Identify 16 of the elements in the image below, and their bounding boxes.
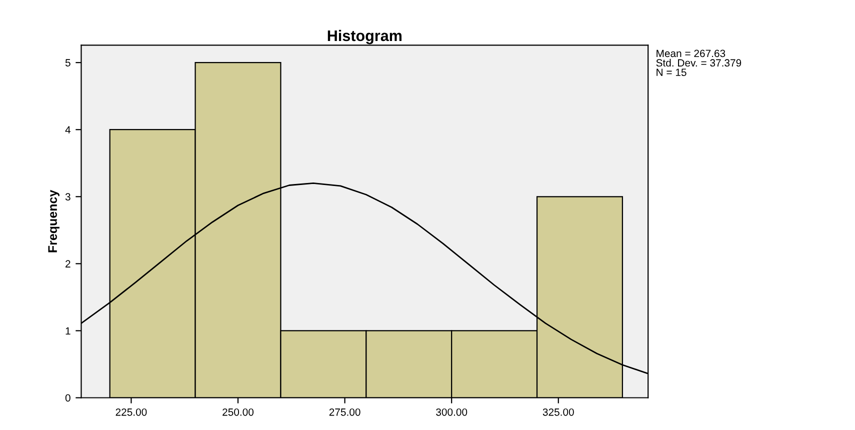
y-tick-label: 3	[65, 193, 70, 201]
x-tick-label: 225.00	[116, 408, 147, 416]
y-tick-label: 5	[65, 59, 70, 66]
text: Mean = 267.63	[656, 50, 726, 58]
chart-title: Histogram	[328, 30, 402, 44]
y-tick-label: 4	[65, 126, 71, 134]
y-tick-label: 1	[66, 327, 70, 334]
y-axis-title: Frequency	[48, 190, 60, 252]
x-tick-label: 275.00	[329, 408, 360, 416]
y-tick-label: 0	[65, 394, 70, 402]
x-tick-label: 250.00	[222, 408, 254, 416]
y-tick-label: 2	[66, 260, 70, 268]
text: Std. Dev. = 37.379	[656, 58, 742, 67]
x-tick-label: 300.00	[436, 408, 468, 416]
x-tick-label: 325.00	[542, 408, 574, 416]
text: N = 15	[656, 68, 686, 76]
